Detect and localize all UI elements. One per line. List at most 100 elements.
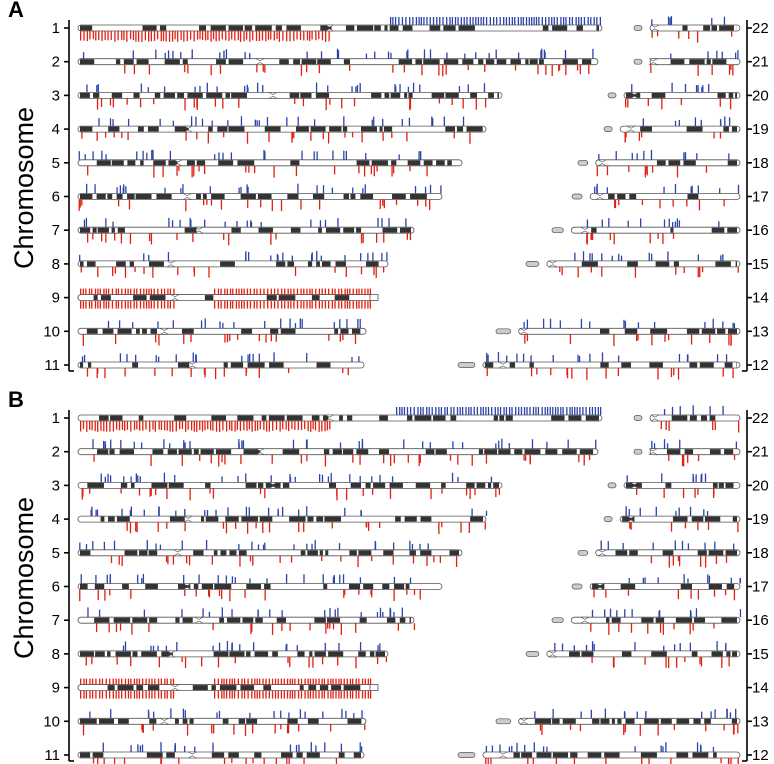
up-tick bbox=[103, 541, 106, 550]
chromosome-band bbox=[323, 449, 330, 455]
up-tick bbox=[338, 642, 340, 651]
down-tick bbox=[490, 758, 492, 764]
up-tick bbox=[91, 506, 93, 517]
chromosome-band bbox=[529, 59, 538, 65]
down-tick bbox=[116, 656, 118, 665]
down-tick bbox=[360, 266, 363, 275]
chromosome-band bbox=[228, 25, 244, 31]
chromosome-band bbox=[132, 617, 148, 623]
down-tick bbox=[346, 300, 349, 309]
down-tick bbox=[117, 31, 119, 41]
chromosome-band bbox=[716, 328, 726, 334]
chromosome-band bbox=[405, 584, 410, 589]
down-tick bbox=[180, 31, 182, 40]
up-tick bbox=[86, 84, 88, 93]
chromosome-band bbox=[189, 718, 194, 724]
up-tick bbox=[393, 576, 396, 584]
down-tick bbox=[190, 421, 193, 431]
chromosome-band bbox=[724, 362, 733, 368]
down-tick bbox=[526, 334, 529, 342]
up-tick bbox=[316, 250, 318, 261]
down-tick bbox=[108, 300, 110, 309]
down-tick bbox=[118, 555, 120, 565]
down-tick bbox=[160, 288, 163, 295]
down-tick bbox=[231, 678, 233, 685]
chromosome-band bbox=[338, 752, 345, 758]
down-tick bbox=[638, 132, 641, 141]
down-tick bbox=[697, 64, 699, 76]
chromosome-band bbox=[154, 92, 161, 98]
up-tick bbox=[589, 407, 591, 415]
chromosome-band bbox=[238, 718, 246, 724]
chromosome-band bbox=[108, 516, 115, 522]
down-tick bbox=[590, 623, 592, 632]
up-tick bbox=[462, 116, 465, 127]
down-tick bbox=[696, 31, 699, 43]
chromosome-band bbox=[258, 227, 273, 233]
up-tick bbox=[546, 441, 548, 449]
chromosome-p-arm bbox=[551, 617, 564, 624]
centromere bbox=[255, 58, 265, 65]
chromosome-band bbox=[644, 718, 659, 724]
up-tick bbox=[728, 117, 731, 127]
down-tick bbox=[465, 488, 468, 496]
down-tick bbox=[171, 368, 173, 377]
chromosome-band bbox=[488, 92, 494, 98]
centromere bbox=[160, 718, 169, 725]
chromosome-band bbox=[129, 261, 134, 267]
chromosome-band bbox=[409, 550, 416, 556]
up-tick bbox=[673, 644, 676, 651]
down-tick bbox=[484, 98, 487, 108]
down-tick bbox=[318, 300, 321, 309]
chromosome-band bbox=[93, 295, 98, 301]
up-tick bbox=[696, 742, 699, 752]
down-tick bbox=[246, 421, 248, 431]
down-tick bbox=[373, 165, 375, 177]
up-tick bbox=[694, 117, 697, 127]
chromosome-band bbox=[420, 550, 432, 556]
down-tick bbox=[352, 678, 354, 685]
down-tick bbox=[684, 522, 687, 529]
down-tick bbox=[342, 334, 344, 341]
down-tick bbox=[208, 589, 211, 598]
chromosome-band bbox=[538, 59, 544, 65]
centromere bbox=[268, 92, 278, 99]
up-tick bbox=[327, 85, 329, 93]
up-tick bbox=[310, 742, 312, 752]
up-tick bbox=[580, 711, 582, 719]
up-tick bbox=[313, 151, 315, 160]
chromosome-band bbox=[290, 160, 300, 166]
down-tick bbox=[571, 368, 573, 379]
down-tick bbox=[331, 288, 334, 295]
up-tick bbox=[262, 85, 264, 93]
down-tick bbox=[657, 724, 659, 736]
down-tick bbox=[673, 623, 675, 630]
chromosome-p-arm bbox=[603, 516, 613, 522]
down-tick bbox=[349, 678, 352, 685]
down-tick bbox=[277, 678, 279, 685]
down-tick bbox=[100, 421, 102, 431]
chromosome-band bbox=[120, 482, 128, 488]
chromosome-band bbox=[692, 752, 709, 758]
chromosome-band bbox=[257, 194, 272, 199]
up-tick bbox=[522, 17, 524, 25]
down-tick bbox=[237, 690, 239, 699]
down-tick bbox=[244, 589, 246, 598]
chromosome-band bbox=[307, 718, 319, 724]
chromosome-band bbox=[280, 328, 296, 334]
up-tick bbox=[506, 355, 508, 362]
up-tick bbox=[549, 318, 552, 329]
down-tick bbox=[340, 288, 343, 295]
down-tick bbox=[193, 421, 195, 432]
down-tick bbox=[324, 300, 327, 309]
up-tick bbox=[440, 407, 443, 415]
down-tick bbox=[358, 589, 360, 595]
down-tick bbox=[270, 300, 272, 309]
up-tick bbox=[636, 153, 638, 160]
down-tick bbox=[327, 132, 330, 144]
up-tick bbox=[408, 117, 411, 127]
up-tick bbox=[466, 17, 468, 25]
down-tick bbox=[315, 678, 317, 685]
down-tick bbox=[214, 300, 216, 309]
down-tick bbox=[300, 678, 303, 685]
